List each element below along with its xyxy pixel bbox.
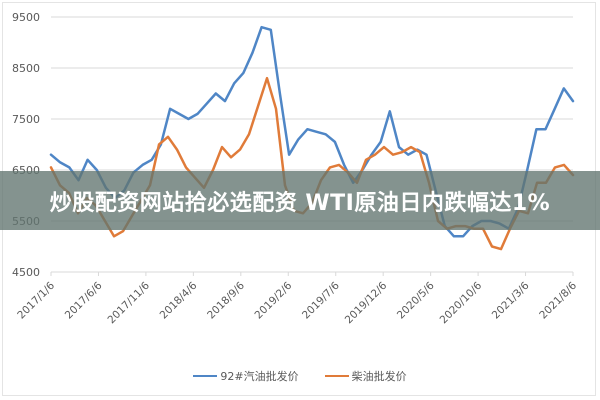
svg-text:2021/3/6: 2021/3/6 bbox=[490, 279, 532, 321]
svg-text:2017/6/6: 2017/6/6 bbox=[63, 279, 105, 321]
svg-text:2018/4/6: 2018/4/6 bbox=[158, 279, 200, 321]
legend-label: 92#汽油批发价 bbox=[220, 370, 299, 383]
svg-text:9500: 9500 bbox=[12, 11, 40, 24]
svg-text:8500: 8500 bbox=[12, 62, 40, 75]
svg-text:7500: 7500 bbox=[12, 113, 40, 126]
svg-text:2020/5/6: 2020/5/6 bbox=[395, 279, 437, 321]
svg-text:2019/7/6: 2019/7/6 bbox=[300, 279, 342, 321]
svg-text:2021/8/6: 2021/8/6 bbox=[537, 279, 579, 321]
svg-text:4500: 4500 bbox=[12, 266, 40, 279]
x-axis: 2017/1/6 2017/6/6 2017/11/6 2018/4/6 2018/9/… bbox=[15, 271, 579, 326]
legend-swatch-line-icon bbox=[193, 375, 218, 377]
legend-label: 柴油批发价 bbox=[351, 370, 407, 383]
svg-text:2017/11/6: 2017/11/6 bbox=[105, 279, 152, 326]
chart-legend: 92#汽油批发价 柴油批发价 bbox=[0, 368, 600, 384]
y-axis-labels: 450055006500750085009500 bbox=[12, 11, 40, 279]
svg-text:2019/2/6: 2019/2/6 bbox=[253, 279, 295, 321]
banner-text: 炒股配资网站拾必选配资 WTI原油日内跌幅达1% bbox=[49, 190, 551, 216]
svg-text:2018/9/6: 2018/9/6 bbox=[205, 279, 247, 321]
legend-item-gasoline: 92#汽油批发价 bbox=[193, 368, 299, 384]
overlay-banner: 炒股配资网站拾必选配资 WTI原油日内跌幅达1% bbox=[0, 171, 600, 230]
svg-text:2020/10/6: 2020/10/6 bbox=[438, 279, 485, 326]
legend-item-diesel: 柴油批发价 bbox=[324, 368, 407, 384]
legend-swatch-line-icon bbox=[324, 375, 349, 377]
svg-text:2019/12/6: 2019/12/6 bbox=[343, 279, 390, 326]
svg-text:2017/1/6: 2017/1/6 bbox=[15, 279, 57, 321]
